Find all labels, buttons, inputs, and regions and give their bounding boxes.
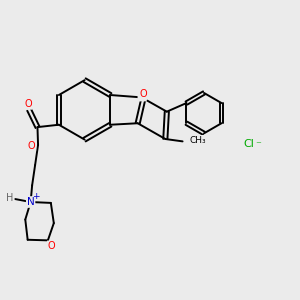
Text: O: O xyxy=(138,91,146,100)
Text: N: N xyxy=(27,197,34,207)
Text: H: H xyxy=(6,193,14,202)
Text: O: O xyxy=(28,140,35,151)
Text: +: + xyxy=(32,192,40,201)
Text: ⁻: ⁻ xyxy=(256,140,261,150)
Text: O: O xyxy=(24,99,32,109)
Text: Cl: Cl xyxy=(244,139,254,149)
Text: O: O xyxy=(139,89,147,99)
Text: CH₃: CH₃ xyxy=(189,136,206,145)
Text: O: O xyxy=(48,241,55,251)
